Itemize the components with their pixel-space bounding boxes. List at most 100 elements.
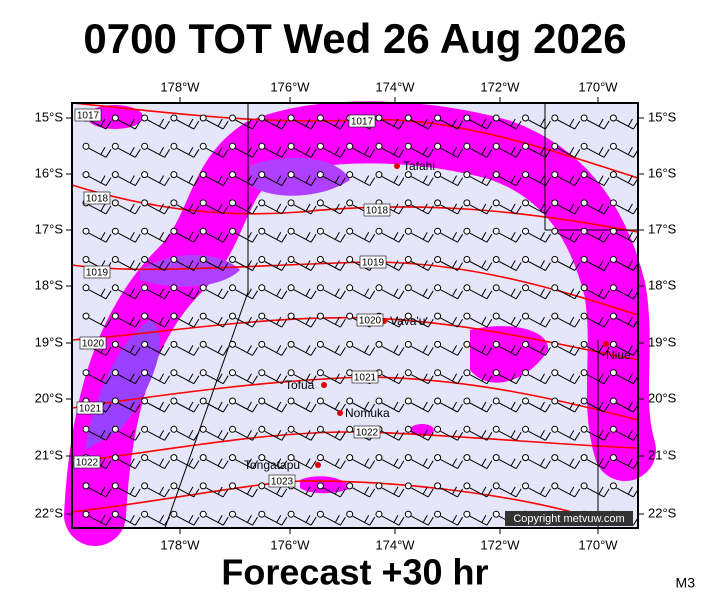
barb-feather (364, 401, 370, 410)
barb-station (346, 312, 354, 320)
barb-shaft (205, 147, 224, 158)
barb-feather (510, 373, 516, 381)
wind-barb (170, 340, 200, 356)
wind-barb (170, 510, 200, 526)
barb-feather (193, 488, 200, 498)
barb-feather (364, 345, 370, 353)
wind-barb (609, 256, 639, 271)
barb-shaft (235, 204, 253, 215)
wind-barb (609, 482, 639, 498)
wind-barb (492, 425, 522, 441)
barb-station (522, 199, 529, 207)
barb-feather (129, 288, 135, 297)
barb-feather (164, 375, 171, 384)
barb-feather (427, 120, 434, 130)
barb-feather (217, 288, 223, 297)
wind-barb (82, 142, 112, 158)
barb-feather (569, 316, 575, 325)
barb-feather (247, 316, 252, 325)
barb-shaft (616, 119, 634, 130)
wind-barb (492, 340, 522, 356)
barb-shaft (528, 374, 546, 385)
barb-feather (398, 205, 405, 215)
wind-barb (258, 482, 288, 498)
barb-feather (603, 177, 610, 186)
barb-station (287, 142, 295, 150)
barb-station (229, 312, 236, 320)
barb-station (492, 312, 500, 320)
barb-shaft (557, 119, 576, 130)
wind-barb (580, 114, 610, 130)
barb-station (229, 256, 236, 263)
plot-area: Tafahi Vava'u Niue Tofua Nomuka Tongatap… (64, 101, 656, 546)
barb-feather (393, 175, 399, 183)
wind-barb (404, 482, 434, 498)
barb-shaft (557, 261, 576, 271)
barb-feather (486, 149, 493, 158)
barb-shaft (440, 459, 458, 470)
wind-barb (522, 142, 551, 158)
barb-shaft (381, 289, 400, 300)
barb-station (551, 454, 559, 462)
barb-feather (364, 288, 370, 297)
barb-shaft (118, 204, 136, 215)
barb-station (404, 397, 412, 405)
wind-barb (316, 171, 346, 187)
wind-barb (463, 284, 493, 300)
barb-feather (569, 401, 575, 410)
barb-station (463, 482, 471, 490)
isobar-label: 1018 (86, 194, 109, 205)
barb-feather (515, 149, 522, 158)
wind-barb (111, 256, 141, 271)
barb-station (404, 114, 412, 122)
wind-barb (609, 199, 639, 215)
wind-barb (551, 284, 581, 300)
barb-feather (574, 262, 581, 271)
wind-barb (404, 312, 434, 328)
barb-feather (310, 403, 317, 413)
barb-shaft (147, 459, 165, 470)
barb-feather (164, 318, 171, 328)
barb-feather (159, 175, 165, 183)
barb-station (375, 510, 383, 518)
barb-station (551, 482, 559, 490)
barb-shaft (293, 459, 312, 470)
wind-barb (434, 284, 464, 300)
isobar-label: 1021 (79, 404, 102, 415)
barb-feather (369, 177, 376, 186)
wind-barb (287, 397, 317, 413)
barb-shaft (323, 402, 341, 413)
barb-feather (569, 203, 575, 212)
barb-feather (193, 347, 200, 356)
barb-feather (481, 175, 487, 183)
barb-feather (393, 260, 399, 268)
barb-shaft (498, 487, 517, 498)
barb-feather (603, 233, 610, 243)
barb-shaft (118, 459, 136, 470)
barb-station (346, 397, 354, 405)
wind-barb (170, 425, 200, 441)
barb-feather (305, 203, 311, 212)
barb-station (346, 510, 354, 518)
barb-feather (598, 401, 604, 410)
wind-barb (141, 397, 171, 413)
barb-shaft (469, 430, 488, 441)
barb-feather (486, 488, 493, 498)
lat-label: 18°S (35, 277, 64, 292)
wind-barb (346, 227, 376, 243)
wind-barb (199, 397, 229, 413)
barb-feather (574, 318, 581, 328)
barb-feather (164, 516, 171, 526)
barb-feather (515, 205, 522, 215)
wind-barb (258, 227, 288, 243)
barb-station (522, 142, 529, 150)
wind-barb (434, 397, 464, 413)
barb-feather (398, 120, 405, 130)
barb-station (111, 199, 119, 207)
barb-shaft (176, 317, 195, 328)
lat-label: 22°S (648, 505, 677, 520)
barb-shaft (293, 430, 312, 441)
barb-feather (574, 120, 581, 130)
barb-station (316, 425, 324, 433)
barb-station (170, 340, 178, 348)
